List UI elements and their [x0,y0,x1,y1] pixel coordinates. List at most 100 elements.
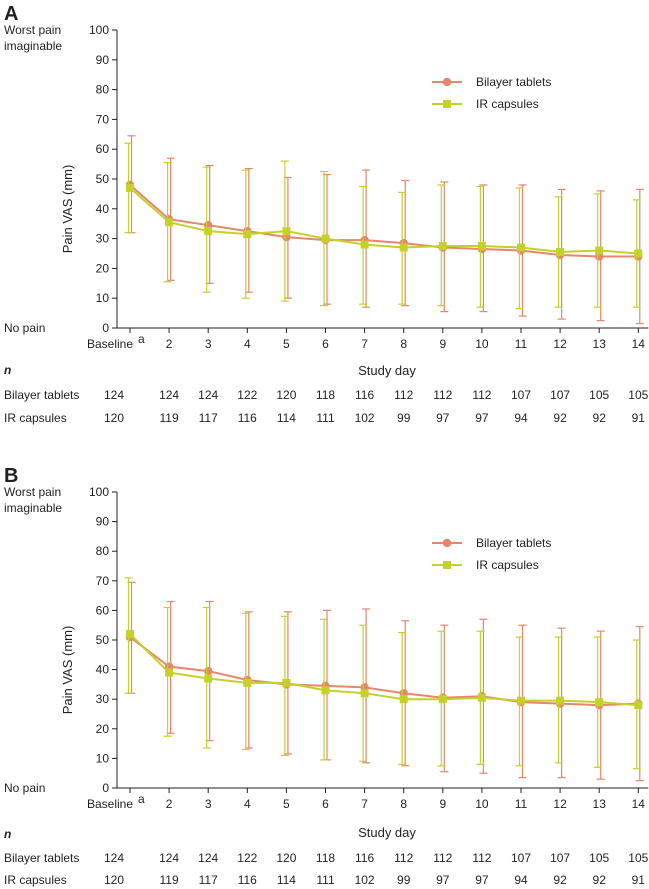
legend-swatch-marker [443,100,451,108]
n-row-value: 118 [316,851,335,865]
y-tick-label: 80 [96,544,110,558]
n-row-value: 97 [475,873,489,887]
legend-swatch-marker [442,77,452,87]
no-pain-label: No pain [4,321,45,335]
data-point [243,230,252,239]
x-tick-label: 2 [166,337,173,351]
y-tick-label: 70 [96,574,110,588]
n-row-value: 102 [355,873,375,887]
data-point [634,701,643,710]
n-row-value: 119 [160,873,179,887]
x-tick-label: 10 [475,337,489,351]
y-tick-label: 90 [96,515,110,529]
y-tick-label: 100 [89,23,109,37]
n-row-label: IR capsules [4,411,67,425]
x-tick-label: 4 [244,337,251,351]
x-tick-label: 7 [361,337,368,351]
panel-b: B 0 10 20 30 40 50 60 70 80 90 100 Worst pain imagina… [4,465,649,887]
n-row-value: 112 [394,851,413,865]
y-tick-label: 80 [96,83,110,97]
n-row-value: 105 [589,388,609,402]
worst-pain-label: imaginable [4,501,62,515]
series-line [129,633,639,707]
n-row-value: 118 [316,388,335,402]
n-row-value: 112 [433,851,452,865]
n-row-value: 124 [159,388,179,402]
legend: Bilayer tablets IR capsules [432,536,551,572]
x-tick-label: 13 [593,797,607,811]
y-axis-title: Pain VAS (mm) [60,626,75,715]
n-row-value: 99 [397,411,411,425]
series-line [129,636,639,707]
data-point [126,630,134,639]
n-row-value: 120 [276,851,296,865]
n-row-value: 92 [553,411,567,425]
n-row-value: 107 [550,851,570,865]
x-tick-label: 5 [283,337,290,351]
n-row-value: 107 [511,851,531,865]
n-row-value: 94 [514,411,528,425]
n-row-value: 116 [355,851,374,865]
data-point [438,242,447,251]
n-row-value: 107 [511,388,531,402]
n-row-value: 111 [316,411,335,425]
n-row-value: 112 [472,851,491,865]
n-row-value: 94 [514,873,528,887]
n-row-value: 114 [277,873,296,887]
n-row-value: 97 [475,411,489,425]
x-tick-label: 8 [400,337,407,351]
x-tick-label: 8 [400,797,407,811]
data-point [360,689,369,698]
x-tick-label: 14 [632,797,646,811]
n-row-value: 116 [238,411,257,425]
panel-a: A 0 10 20 30 40 50 60 70 80 90 100 Worst pain imagina… [4,3,649,425]
n-row-value: 112 [472,388,491,402]
y-tick-label: 10 [96,751,110,765]
n-row-label: IR capsules [4,873,67,887]
worst-pain-label: Worst pain [4,23,61,37]
x-tick-label: 4 [244,797,251,811]
y-tick-label: 0 [102,781,109,795]
data-point [282,227,291,236]
legend-swatch-marker [442,538,452,548]
x-axis-title: Study day [358,825,416,840]
panel-letter: B [4,465,18,487]
data-point [165,668,174,677]
y-tick-label: 100 [89,485,109,499]
x-tick-label: 11 [515,797,528,811]
data-point [204,674,213,683]
y-tick-label: 50 [96,633,110,647]
data-point [399,243,408,252]
n-row-label: Bilayer tablets [4,388,79,402]
baseline-footnote-marker: a [138,332,145,346]
n-row-value: 120 [276,388,296,402]
data-point [634,249,643,258]
x-tick-label: 6 [322,797,329,811]
n-row-value: 124 [104,851,124,865]
series-line [129,184,639,258]
n-row-value: 92 [553,873,567,887]
data-point [517,696,525,705]
worst-pain-label: imaginable [4,39,62,53]
x-tick-label: 9 [439,337,446,351]
n-row-value: 114 [277,411,296,425]
y-tick-label: 40 [96,663,110,677]
series-ir-capsules [124,577,643,770]
n-row-value: 105 [589,851,609,865]
legend-label: Bilayer tablets [476,536,551,550]
n-row-value: 120 [104,411,124,425]
data-point [556,248,565,257]
data-point [517,243,525,252]
x-tick-label: 6 [322,337,329,351]
data-point [556,696,565,705]
data-point [477,693,486,702]
n-row-value: 124 [159,851,179,865]
n-row-value: 117 [199,873,218,887]
n-row-value: 91 [632,873,646,887]
n-row-value: 122 [237,388,257,402]
data-point [399,695,408,704]
x-tick-label: 9 [439,797,446,811]
baseline-footnote-marker: a [138,792,145,806]
n-row-value: 105 [628,388,648,402]
x-tick-label: 2 [166,797,173,811]
